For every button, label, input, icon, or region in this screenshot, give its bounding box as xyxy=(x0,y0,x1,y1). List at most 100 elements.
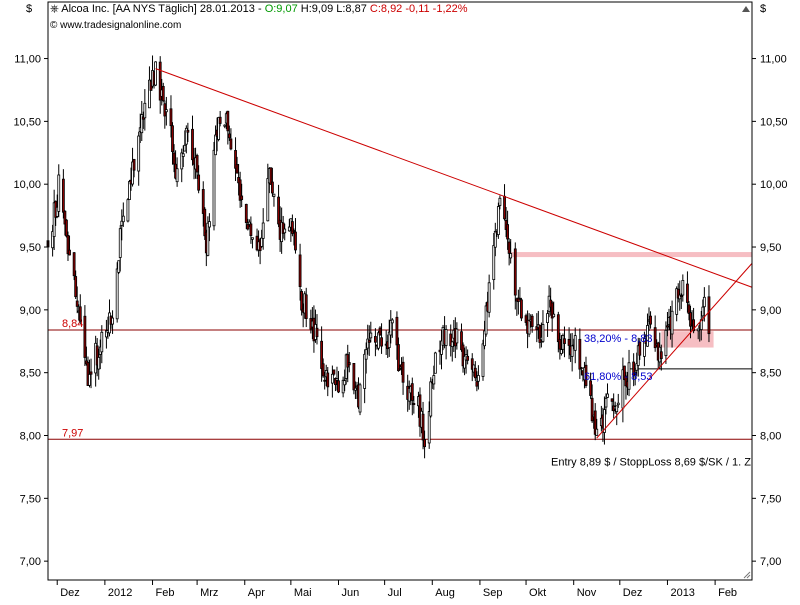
candle-body xyxy=(175,168,179,183)
candle-body xyxy=(493,230,497,248)
candle-body xyxy=(100,331,104,353)
candle-body xyxy=(675,288,679,315)
candle-body xyxy=(429,381,433,417)
candle-body xyxy=(573,335,577,351)
candle-body xyxy=(217,117,221,140)
candle-body xyxy=(181,153,185,157)
candle-body xyxy=(140,114,144,134)
candle-body xyxy=(171,125,174,153)
candle-body xyxy=(332,369,336,375)
plot-frame xyxy=(47,1,753,581)
candle-body xyxy=(366,338,370,349)
y-tick-label-right: 7,00 xyxy=(760,556,781,568)
candle-body xyxy=(298,254,302,288)
candle-body xyxy=(387,331,391,348)
candle-body xyxy=(212,149,216,227)
y-tick-label-left: 7,50 xyxy=(20,493,41,505)
candle-body xyxy=(492,245,496,281)
candle-body xyxy=(74,276,78,298)
candle-body xyxy=(238,179,242,201)
candle-body xyxy=(300,291,304,311)
candle-body xyxy=(606,393,609,398)
candle-body xyxy=(218,116,222,124)
candle-body xyxy=(229,138,233,150)
candle-body xyxy=(277,196,280,225)
candle-body xyxy=(227,133,231,139)
candle-body xyxy=(481,343,485,377)
candle-body xyxy=(207,221,211,228)
fib-61-label: 61,80% - 8,53 xyxy=(584,371,653,383)
candle-body xyxy=(558,339,562,350)
candle-body xyxy=(337,380,340,393)
horizontal-line-label-1: 7,97 xyxy=(62,427,83,439)
instrument-icon: ⎈ xyxy=(50,3,59,15)
y-tick-label-right: 8,00 xyxy=(760,431,781,443)
candle-body xyxy=(158,61,162,101)
x-tick-label: 2013 xyxy=(670,587,694,599)
y-tick-label-left: 10,00 xyxy=(13,179,41,191)
horizontal-line-label-0: 8,84 xyxy=(62,318,83,330)
candle-body xyxy=(450,341,454,348)
x-tick-label: Sep xyxy=(483,587,503,599)
y-tick-label-right: 7,50 xyxy=(760,493,781,505)
candle-body xyxy=(66,235,70,255)
candle-body xyxy=(143,102,147,119)
candle-body xyxy=(701,306,705,317)
open-value: O:9,07 xyxy=(264,3,298,15)
candle-body xyxy=(460,331,463,351)
candle-body xyxy=(367,339,371,343)
candle-body xyxy=(603,409,606,433)
currency-label-left: $ xyxy=(26,3,33,15)
candle-body xyxy=(646,325,649,347)
candle-body xyxy=(579,367,583,370)
candle-body xyxy=(473,367,477,379)
candle-body xyxy=(636,345,640,366)
candle-body xyxy=(584,364,588,386)
candle-body xyxy=(475,381,479,387)
candle-body xyxy=(615,405,619,413)
candle-body xyxy=(223,124,227,127)
candle-body xyxy=(164,109,168,113)
candle-body xyxy=(115,268,119,320)
candle-body xyxy=(120,220,124,226)
zones xyxy=(510,252,752,348)
candle-body xyxy=(57,174,61,212)
x-tick-label: Aug xyxy=(435,587,455,599)
candle-body xyxy=(244,203,248,224)
candle-body xyxy=(541,324,545,342)
y-tick-label-left: 7,00 xyxy=(20,556,41,568)
candle-body xyxy=(535,326,539,330)
candle-body xyxy=(676,288,680,299)
candle-body xyxy=(689,312,692,327)
candle-body xyxy=(65,219,68,237)
candle-body xyxy=(226,110,230,132)
candle-body xyxy=(294,231,297,251)
candle-body xyxy=(131,161,134,185)
candle-body xyxy=(292,230,296,232)
candle-body xyxy=(444,329,448,346)
candle-body xyxy=(632,361,636,376)
candle-body xyxy=(664,329,668,357)
candle-body xyxy=(330,373,334,384)
candle-body xyxy=(638,341,642,356)
candle-body xyxy=(378,327,382,336)
candle-body xyxy=(679,295,683,298)
candle-body xyxy=(466,355,470,361)
candle-body xyxy=(105,330,108,338)
candle-body xyxy=(604,397,608,408)
candle-body xyxy=(516,297,520,303)
candle-body xyxy=(410,383,414,401)
scroll-up-arrow[interactable] xyxy=(742,6,750,12)
x-tick-label: Okt xyxy=(529,587,546,599)
candle-body xyxy=(72,252,76,277)
candle-body xyxy=(589,380,593,396)
candle-body xyxy=(593,410,597,435)
candle-body xyxy=(530,315,534,327)
candle-body xyxy=(201,189,205,214)
candle-body xyxy=(203,208,207,237)
candle-body xyxy=(343,380,347,386)
candle-body xyxy=(180,152,184,170)
candle-body xyxy=(412,403,416,405)
candle-body xyxy=(247,221,251,225)
